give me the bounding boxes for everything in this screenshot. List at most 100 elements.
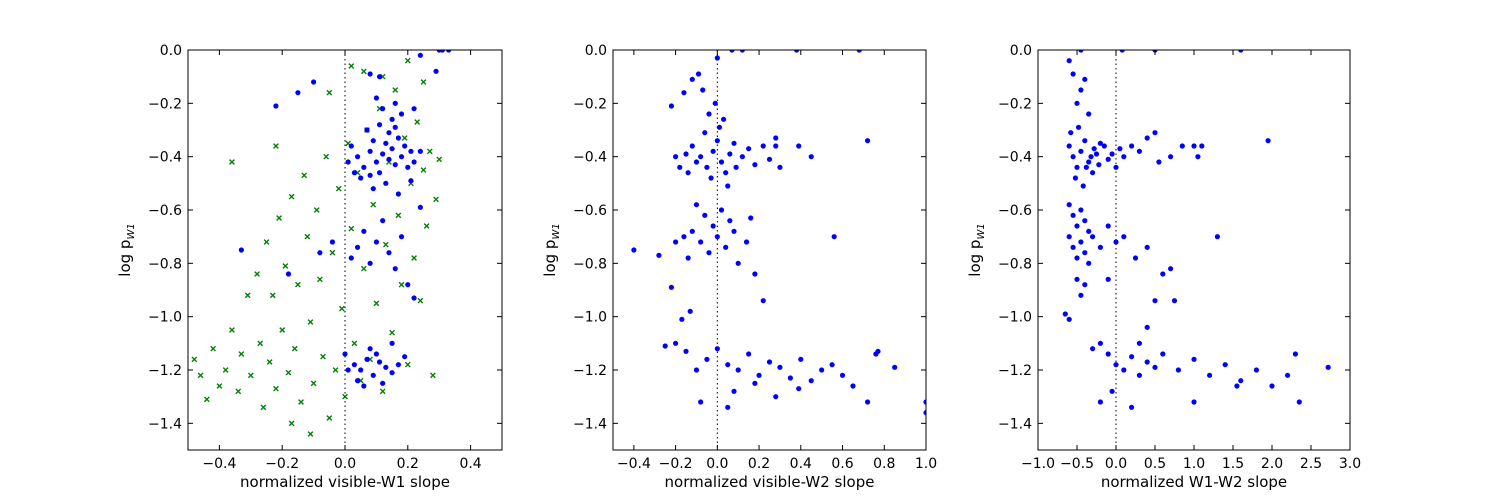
y-tick-label: −0.4 <box>148 150 182 166</box>
data-point-series-1-68 <box>367 71 373 77</box>
data-point-series-0-7 <box>235 388 242 395</box>
data-point-series-0-58 <box>668 284 675 290</box>
data-point-series-1-75 <box>238 247 244 253</box>
data-point-series-1-29 <box>351 170 358 176</box>
data-point-series-1-63 <box>395 362 401 368</box>
data-point-series-0-57 <box>631 247 637 253</box>
data-point-series-0-67 <box>777 364 783 370</box>
data-point-series-0-37 <box>1086 111 1092 117</box>
x-axis-label: normalized W1-W2 slope <box>1101 473 1287 491</box>
data-point-series-1-62 <box>373 351 379 357</box>
data-point-series-0-3 <box>210 345 217 352</box>
data-point-series-1-61 <box>361 383 367 389</box>
data-point-series-0-22 <box>673 154 679 160</box>
data-point-series-0-5 <box>1086 159 1092 165</box>
data-point-series-0-63 <box>1168 266 1174 272</box>
data-point-series-0-38 <box>338 305 345 312</box>
data-point-series-1-57 <box>354 378 361 384</box>
data-point-series-0-31 <box>316 276 323 283</box>
data-point-series-0-66 <box>426 148 433 155</box>
data-point-series-0-1 <box>197 372 204 379</box>
data-point-series-0-55 <box>673 239 679 245</box>
x-tick-label: 0.0 <box>706 456 728 472</box>
data-point-series-0-35 <box>1082 76 1088 82</box>
data-point-series-1-17 <box>411 159 417 165</box>
data-point-series-0-49 <box>1066 234 1072 240</box>
data-point-series-0-57 <box>1105 223 1111 229</box>
data-point-series-1-9 <box>386 156 392 162</box>
data-point-series-1-49 <box>342 351 348 357</box>
data-point-series-0-9 <box>693 159 700 165</box>
data-point-series-0-76 <box>360 68 367 75</box>
y-axis-label: log pW1 <box>541 223 562 276</box>
data-point-series-1-26 <box>408 178 414 184</box>
data-point-series-0-62 <box>414 119 421 125</box>
data-point-series-0-25 <box>298 399 304 405</box>
data-point-series-0-60 <box>1132 255 1139 261</box>
data-point-series-0-69 <box>436 156 443 163</box>
data-point-series-1-54 <box>376 359 383 365</box>
data-point-series-0-73 <box>839 372 846 378</box>
data-point-series-1-77 <box>411 106 417 112</box>
data-point-series-0-59 <box>1121 234 1127 240</box>
scatter-panel-visible-w1: −0.4 −0.2 0.0 0.2 0.4 0.0 −0.2 −0.4 −0.6 −0.8 −1.0… <box>116 43 503 491</box>
data-point-series-1-27 <box>417 148 423 154</box>
data-point-series-0-34 <box>326 415 333 421</box>
data-point-series-0-88 <box>923 410 926 416</box>
data-point-series-0-42 <box>689 228 695 234</box>
data-point-series-0-66 <box>1078 292 1084 298</box>
data-point-series-0-43 <box>1066 202 1072 208</box>
data-point-series-0-0 <box>689 143 695 149</box>
data-point-series-0-21 <box>1117 146 1123 152</box>
data-point-series-1-19 <box>376 122 383 128</box>
data-point-series-1-71 <box>417 52 423 58</box>
data-point-series-0-69 <box>1066 316 1072 322</box>
data-point-series-0-76 <box>1113 362 1119 368</box>
data-point-series-0-83 <box>1175 367 1181 373</box>
data-point-series-0-52 <box>382 241 389 248</box>
data-point-series-0-59 <box>679 316 685 322</box>
data-point-series-0-56 <box>1097 244 1103 250</box>
data-point-series-0-21 <box>285 369 292 376</box>
data-point-series-0-8 <box>731 140 737 146</box>
data-point-series-0-94 <box>1191 399 1197 405</box>
data-point-series-0-43 <box>698 239 704 245</box>
data-point-series-1-25 <box>395 191 401 197</box>
x-tick-label: 0.8 <box>873 456 895 472</box>
data-point-series-0-34 <box>739 50 745 53</box>
y-tick-label: −1.4 <box>148 416 182 432</box>
data-point-series-0-4 <box>714 138 720 144</box>
data-point-series-0-16 <box>269 292 276 299</box>
data-point-series-0-41 <box>348 225 355 232</box>
y-tick-label: −0.4 <box>573 150 607 166</box>
data-point-series-1-44 <box>392 266 398 272</box>
data-point-series-0-16 <box>1096 162 1102 168</box>
data-point-series-0-79 <box>662 343 668 349</box>
data-point-series-1-35 <box>373 95 379 101</box>
data-point-series-1-67 <box>311 79 317 85</box>
data-point-series-1-45 <box>405 282 411 288</box>
data-point-series-1-39 <box>354 244 361 250</box>
data-point-series-1-23 <box>370 186 376 192</box>
data-point-series-0-7 <box>727 151 733 157</box>
x-tick-label: 1.0 <box>915 456 937 472</box>
data-point-series-0-26 <box>301 172 308 179</box>
data-point-series-0-68 <box>1062 311 1068 317</box>
data-point-series-0-29 <box>310 380 317 387</box>
data-point-series-0-62 <box>1160 271 1166 277</box>
data-point-series-0-36 <box>332 367 339 373</box>
data-point-series-0-71 <box>819 367 825 373</box>
data-point-series-1-74 <box>446 50 452 53</box>
x-axis-label: normalized visible-W2 slope <box>665 473 875 491</box>
data-point-series-0-64 <box>746 351 752 357</box>
data-point-series-0-40 <box>718 207 725 213</box>
data-point-series-0-78 <box>673 340 679 346</box>
y-tick-label: −1.2 <box>998 363 1032 379</box>
data-point-series-0-32 <box>320 353 326 360</box>
data-point-series-1-40 <box>380 218 386 224</box>
x-tick-label: 0.5 <box>1144 456 1166 472</box>
data-point-series-0-37 <box>335 185 342 192</box>
data-point-series-0-68 <box>433 196 439 203</box>
data-point-series-1-41 <box>398 234 405 240</box>
data-point-series-0-28 <box>695 71 702 77</box>
